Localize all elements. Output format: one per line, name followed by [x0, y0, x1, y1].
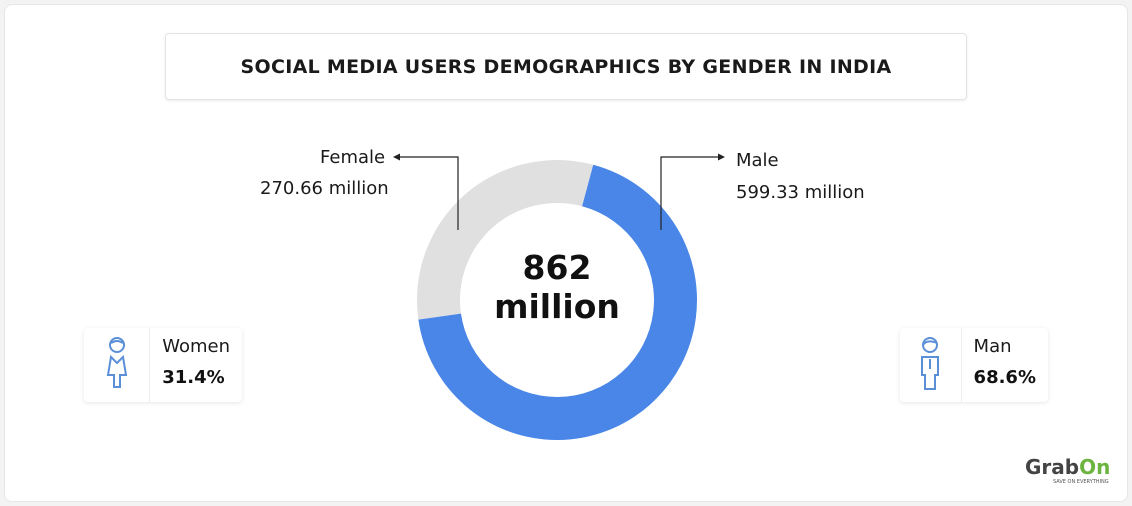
arrow-male: [718, 153, 725, 161]
man-label: Man: [973, 336, 1012, 357]
chart-title: SOCIAL MEDIA USERS DEMOGRAPHICS BY GENDE…: [165, 33, 967, 100]
total-label: 862 million: [457, 248, 657, 326]
man-stat: Man 68.6%: [900, 328, 1048, 402]
total-value: 862: [522, 248, 592, 287]
male-value: 599.33 million: [736, 182, 865, 203]
female-value: 270.66 million: [260, 178, 389, 199]
female-label: Female: [320, 147, 386, 168]
women-label: Women: [162, 336, 230, 357]
total-unit: million: [494, 287, 620, 326]
man-value: 68.6%: [973, 367, 1036, 388]
grabon-logo: GrabOn SAVE ON EVERYTHING: [1025, 455, 1111, 485]
man-icon: [900, 328, 962, 402]
slice-female: [417, 159, 594, 320]
callout-female: [395, 156, 459, 230]
women-stat: Women 31.4%: [84, 328, 242, 402]
woman-icon: [84, 328, 151, 402]
arrow-female: [393, 153, 400, 161]
slice-male: [418, 164, 697, 440]
male-label: Male: [736, 150, 779, 171]
women-value: 31.4%: [162, 367, 225, 388]
callout-male: [660, 156, 722, 230]
